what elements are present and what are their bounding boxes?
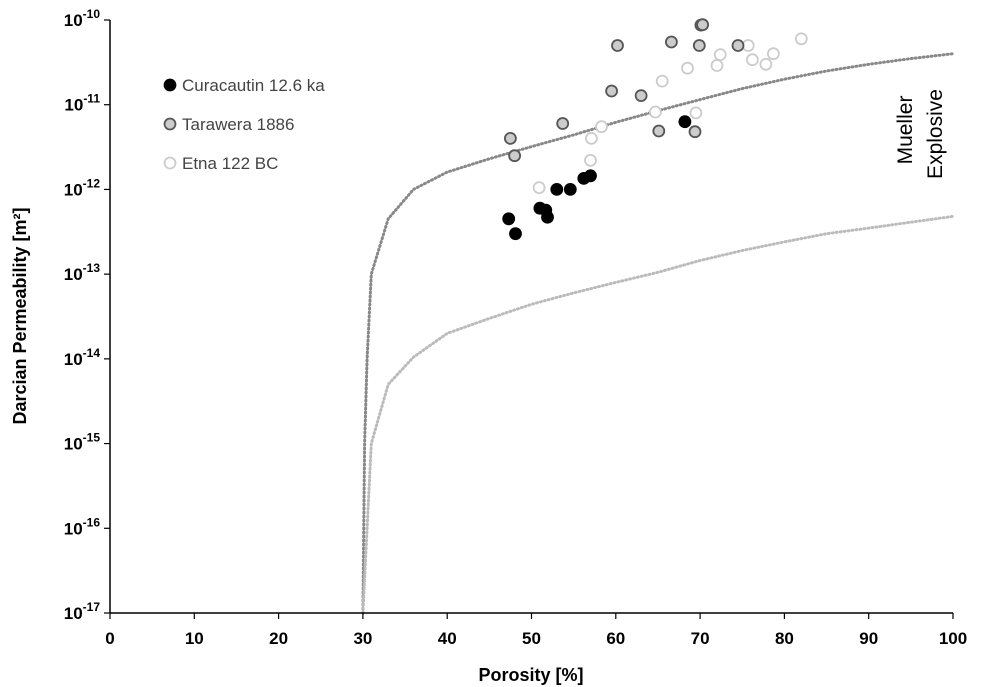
tarawera-1886-point: [731, 39, 745, 52]
tarawera-1886-point: [665, 35, 678, 49]
curacautin-12-6-ka-point: [550, 182, 564, 196]
x-tick-label: 40: [438, 629, 457, 648]
tarawera-1886-point: [508, 149, 521, 163]
x-tick-label: 0: [105, 629, 114, 648]
y-tick-label: 10-13: [64, 261, 101, 284]
y-tick-label: 10-17: [64, 600, 101, 623]
x-tick-label: 10: [185, 629, 204, 648]
mueller-annotation: Mueller: [894, 96, 917, 165]
x-axis-title: Porosity [%]: [478, 665, 583, 685]
tarawera-1886-point: [652, 124, 666, 138]
curacautin-12-6-ka-point: [678, 115, 692, 129]
tarawera-1886-point: [611, 39, 624, 52]
etna-122-bc-point: [794, 32, 808, 46]
etna-122-bc-point: [710, 59, 724, 72]
axes: [109, 20, 953, 614]
tarawera-1886-point: [503, 131, 517, 145]
legend-marker: [163, 78, 177, 92]
etna-122-bc-point: [655, 74, 669, 88]
etna-122-bc-point: [649, 105, 662, 119]
data-points: [502, 18, 808, 241]
x-tick-label: 60: [606, 629, 625, 648]
y-tick-label: 10-16: [64, 515, 101, 538]
legend-label: Curacautin 12.6 ka: [182, 76, 325, 95]
etna-122-bc-point: [532, 181, 546, 195]
legend-label: Tarawera 1886: [182, 115, 294, 134]
legend-label: Etna 122 BC: [182, 154, 278, 173]
etna-122-bc-point: [689, 106, 703, 120]
etna-122-bc-point: [584, 153, 597, 167]
curacautin-12-6-ka-point: [509, 227, 522, 241]
tarawera-1886-point: [696, 18, 709, 32]
y-tick-label: 10-15: [64, 431, 101, 454]
x-tick-label: 100: [939, 629, 967, 648]
x-tick-label: 90: [859, 629, 878, 648]
y-tick-label: 10-10: [64, 7, 101, 30]
etna-122-bc-point: [759, 57, 773, 71]
y-tick-label: 10-14: [64, 346, 101, 369]
etna-122-bc-point: [585, 131, 598, 145]
curacautin-12-6-ka-point: [502, 212, 516, 226]
y-axis-title: Darcian Permeability [m²]: [10, 207, 30, 424]
mueller-threshold-curve: [361, 214, 955, 615]
etna-122-bc-point: [713, 48, 727, 61]
tarawera-1886-point: [634, 89, 648, 102]
x-tick-label: 80: [775, 629, 794, 648]
tarawera-1886-point: [692, 39, 706, 52]
tarawera-1886-point: [556, 117, 570, 130]
x-tick-label: 20: [269, 629, 288, 648]
y-tick-label: 10-12: [64, 176, 101, 199]
x-tick-label: 70: [691, 629, 710, 648]
etna-122-bc-point: [681, 61, 694, 75]
legend: Curacautin 12.6 ka Tarawera 1886 Etna 122 …: [163, 76, 325, 173]
tarawera-1886-point: [605, 84, 618, 98]
curacautin-12-6-ka-point: [563, 182, 577, 196]
explosive-annotation: Explosive: [924, 89, 947, 179]
ticks: 0 10 20 30 40 50 60 70 80 90 100 10-17 10-16 10-15 10-…: [64, 7, 967, 648]
etna-122-bc-point: [767, 47, 780, 61]
legend-marker: [163, 117, 177, 131]
curacautin-12-6-ka-point: [584, 169, 597, 183]
etna-122-bc-point: [595, 120, 608, 134]
x-tick-label: 50: [522, 629, 541, 648]
explosive-threshold-curve: [361, 52, 955, 615]
legend-marker: [163, 156, 177, 170]
curacautin-12-6-ka-point: [541, 210, 554, 224]
y-tick-label: 10-11: [64, 92, 100, 115]
etna-122-bc-point: [746, 53, 759, 67]
x-tick-label: 30: [353, 629, 372, 648]
tarawera-1886-point: [688, 125, 702, 139]
threshold-curves: [361, 52, 955, 615]
